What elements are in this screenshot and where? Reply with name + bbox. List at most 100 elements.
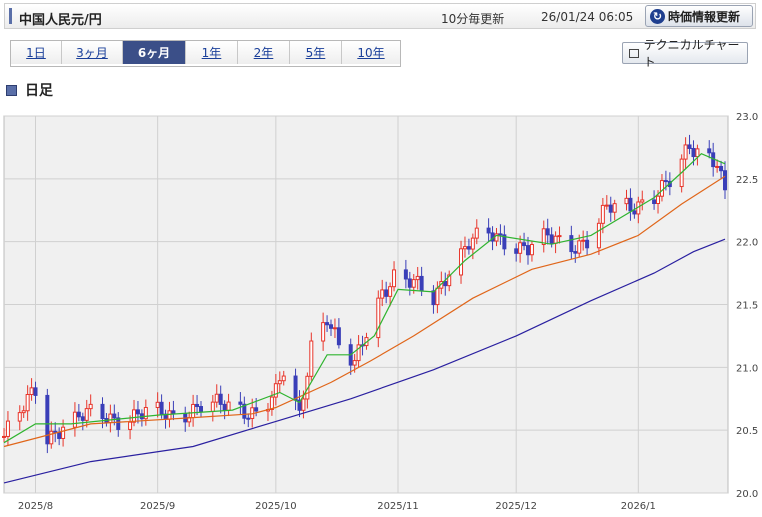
candle-body bbox=[656, 195, 661, 204]
tab-1d[interactable]: 1日 bbox=[11, 41, 62, 64]
period-tabs: 1日 3ヶ月 6ヶ月 1年 2年 5年 10年 bbox=[10, 40, 401, 67]
candle-body bbox=[301, 398, 306, 411]
candle-body bbox=[321, 322, 326, 342]
candle-body bbox=[218, 393, 223, 405]
candle-body bbox=[325, 322, 330, 326]
candle-body bbox=[108, 413, 113, 424]
candle-body bbox=[604, 204, 609, 207]
candle-body bbox=[198, 406, 203, 412]
candle-body bbox=[392, 269, 397, 288]
candle-body bbox=[403, 269, 408, 280]
y-tick-label: 22.0 bbox=[736, 238, 758, 249]
tab-3m[interactable]: 3ヶ月 bbox=[62, 41, 123, 64]
tab-6m[interactable]: 6ヶ月 bbox=[123, 41, 186, 64]
page-title: 中国人民元/円 bbox=[19, 13, 102, 28]
tab-10y[interactable]: 10年 bbox=[342, 41, 400, 64]
tab-2y[interactable]: 2年 bbox=[238, 41, 290, 64]
chart-area: 20.0 20.5 21.0 21.5 22.0 22.5 23.0 2025/8 2025/9… bbox=[2, 112, 762, 513]
moving-average-short-line bbox=[3, 152, 726, 444]
candle-body bbox=[61, 426, 66, 439]
candle-body bbox=[683, 144, 688, 160]
y-tick-label: 23.0 bbox=[736, 112, 758, 123]
candle-body bbox=[309, 340, 314, 377]
candle-body bbox=[210, 401, 215, 412]
refresh-icon: ↻ bbox=[650, 8, 665, 24]
tab-1y[interactable]: 1年 bbox=[186, 41, 238, 64]
x-tick-label: 2025/10 bbox=[255, 501, 297, 512]
candle-body bbox=[57, 431, 62, 439]
candle-body bbox=[526, 245, 531, 256]
candle-body bbox=[21, 410, 26, 414]
candle-body bbox=[723, 170, 727, 191]
candle-body bbox=[659, 180, 664, 197]
technical-chart-button[interactable]: テクニカルチャート bbox=[622, 38, 748, 69]
candle-body bbox=[273, 383, 278, 398]
candle-body bbox=[581, 239, 586, 242]
x-tick-label: 2026/1 bbox=[621, 501, 656, 512]
candle-body bbox=[600, 204, 605, 224]
refresh-button[interactable]: ↻ 時価情報更新 bbox=[645, 5, 753, 27]
candle-body bbox=[411, 279, 416, 288]
section-square-icon bbox=[6, 84, 17, 96]
candle-body bbox=[522, 242, 527, 247]
candle-body bbox=[529, 244, 534, 256]
candle-body bbox=[632, 210, 637, 215]
candle-body bbox=[2, 435, 6, 438]
candle-body bbox=[88, 403, 93, 410]
candle-body bbox=[17, 412, 22, 422]
candle-body bbox=[132, 409, 137, 423]
candle-body bbox=[715, 165, 720, 168]
technical-chart-label: テクニカルチャート bbox=[643, 38, 740, 69]
candle-body bbox=[277, 380, 282, 385]
candle-body bbox=[336, 327, 341, 346]
tab-5y[interactable]: 5年 bbox=[290, 41, 342, 64]
candle-body bbox=[545, 228, 550, 236]
section-heading: 日足 bbox=[6, 80, 53, 100]
candle-body bbox=[486, 227, 491, 234]
candle-body bbox=[435, 287, 440, 306]
y-tick-label: 20.5 bbox=[736, 426, 758, 437]
candle-body bbox=[553, 235, 558, 244]
candle-body bbox=[332, 327, 337, 330]
candle-body bbox=[470, 237, 475, 250]
candle-body bbox=[719, 165, 724, 172]
candle-body bbox=[329, 324, 334, 329]
candle-body bbox=[84, 408, 89, 421]
candle-body bbox=[514, 248, 519, 254]
candle-body bbox=[159, 401, 164, 415]
candle-body bbox=[191, 403, 196, 419]
candle-body bbox=[557, 235, 562, 238]
candle-body bbox=[462, 246, 467, 250]
candle-body bbox=[293, 375, 298, 401]
candle-body bbox=[72, 411, 77, 428]
candle-body bbox=[128, 421, 133, 430]
candle-body bbox=[541, 228, 546, 246]
candle-body bbox=[112, 413, 117, 419]
candle-body bbox=[640, 199, 645, 203]
candle-body bbox=[25, 394, 30, 412]
candle-body bbox=[687, 144, 692, 149]
x-tick-label: 2025/11 bbox=[377, 501, 419, 512]
candle-body bbox=[380, 289, 385, 299]
candle-body bbox=[171, 410, 176, 415]
candle-body bbox=[663, 180, 668, 183]
candle-body bbox=[53, 430, 58, 433]
y-tick-label: 21.5 bbox=[736, 301, 758, 312]
candle-body bbox=[431, 290, 436, 306]
header-accent-bar bbox=[9, 8, 12, 24]
candle-body bbox=[691, 147, 696, 158]
candle-body bbox=[356, 344, 361, 362]
candle-body bbox=[5, 420, 10, 437]
candle-body bbox=[238, 401, 243, 405]
candle-body bbox=[155, 401, 160, 408]
candle-body bbox=[573, 251, 578, 254]
candle-body bbox=[585, 239, 590, 249]
candle-body bbox=[628, 197, 633, 212]
candle-body bbox=[518, 242, 523, 254]
y-tick-label: 20.0 bbox=[736, 489, 758, 500]
candle-body bbox=[352, 360, 357, 366]
candle-body bbox=[222, 403, 227, 411]
candle-body bbox=[466, 246, 471, 250]
candle-body bbox=[415, 275, 420, 281]
candle-body bbox=[80, 416, 85, 421]
